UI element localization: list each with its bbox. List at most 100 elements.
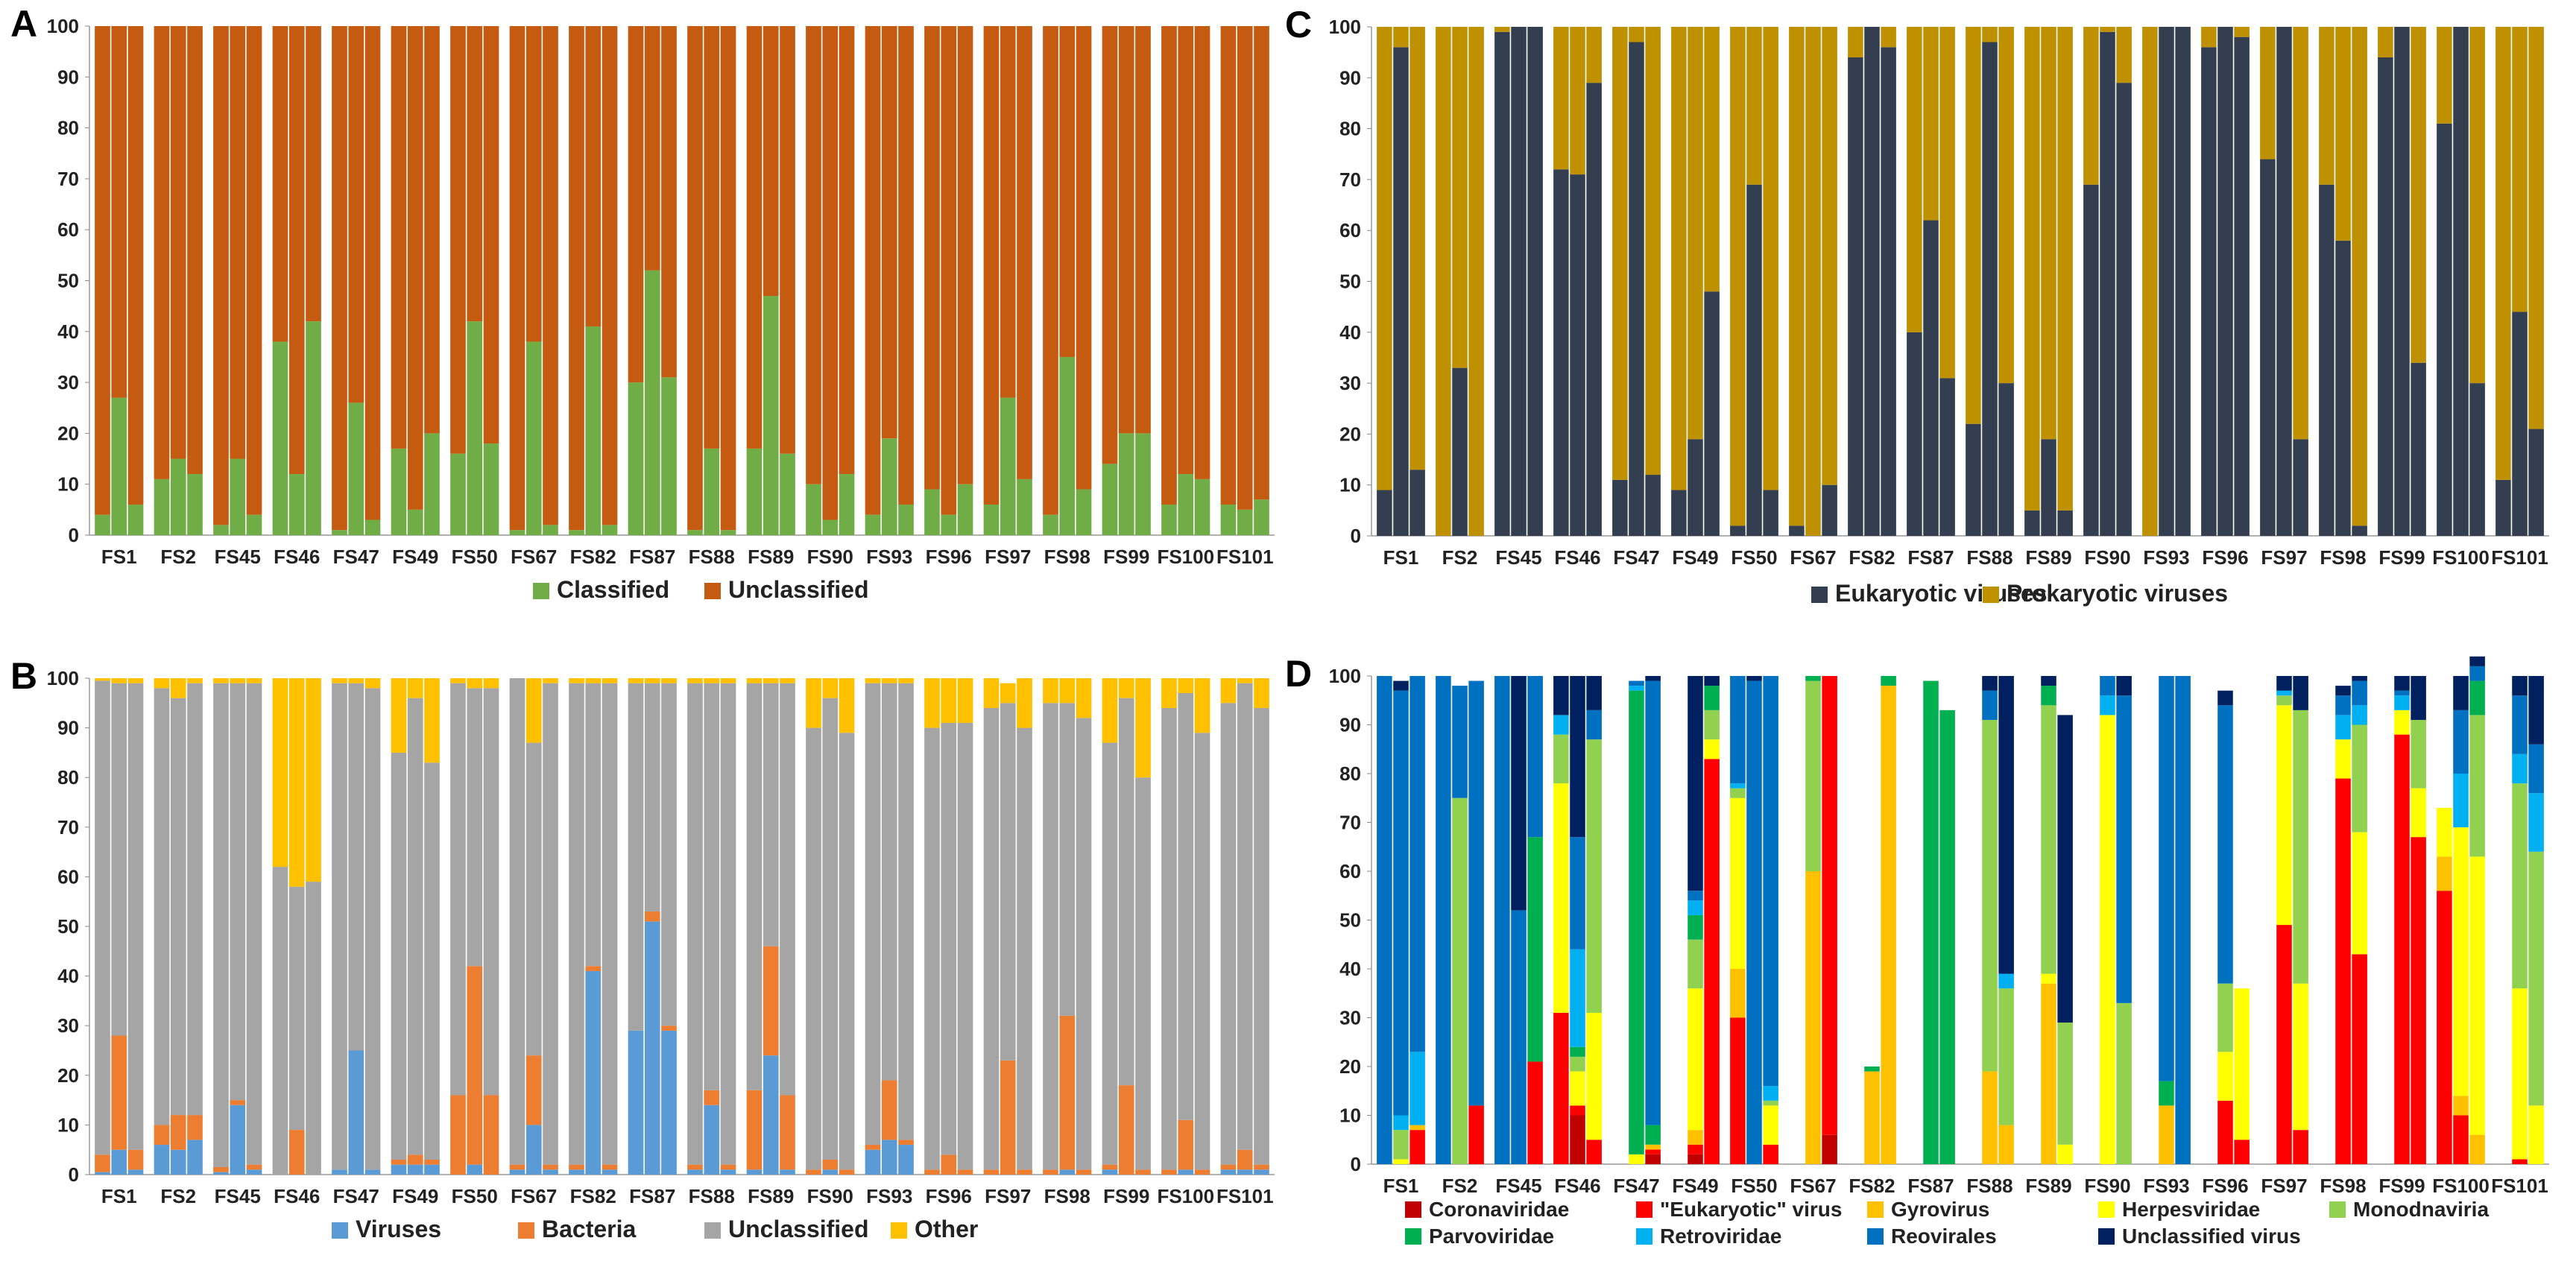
bar-segment-eukaryotic-virus <box>1570 1105 1585 1116</box>
bar-segment-monodnaviria <box>1998 988 2014 1125</box>
bar-segment-eukaryotic-viruses <box>1982 42 1998 537</box>
bar-segment-bacteria <box>602 1164 618 1170</box>
bar-segment-unclassified <box>898 683 914 1140</box>
bar-segment-unclassified <box>1118 698 1134 1086</box>
bar-segment-herpesviridae <box>2335 739 2351 779</box>
bar-segment-eukaryotic-viruses <box>2469 383 2485 536</box>
bar-segment-viruses <box>1102 1169 1118 1175</box>
legend-label-unclassified: Unclassified <box>728 1216 869 1242</box>
bar-segment-other <box>1043 678 1058 704</box>
legend-swatch-unclassified <box>704 1222 721 1239</box>
bar-segment-unclassified <box>704 26 720 449</box>
bar-segment-unclassified-virus <box>2469 656 2485 666</box>
bar-segment-other <box>127 678 144 683</box>
x-tick-label: FS1 <box>101 1185 137 1207</box>
bar-segment-unclassified-virus <box>1998 676 2014 974</box>
legend-label-bacteria: Bacteria <box>542 1216 637 1242</box>
bar-segment-eukaryotic-viruses <box>1998 383 2014 536</box>
bar-segment-eukaryotic-viruses <box>2116 83 2132 536</box>
bar-segment-bacteria <box>391 1160 407 1165</box>
bar-segment-bacteria <box>1118 1085 1134 1175</box>
bar-segment-prokaryotic-viruses <box>2201 27 2217 48</box>
bar-segment-eukaryotic-virus <box>2335 778 2351 1164</box>
bar-segment-classified <box>1000 397 1016 535</box>
bar-segment-unclassified <box>1043 703 1058 1170</box>
bar-segment-prokaryotic-viruses <box>1923 27 1939 221</box>
bar-segment-eukaryotic-viruses <box>2159 27 2174 536</box>
y-tick-label: 60 <box>57 865 79 888</box>
y-tick-label: 80 <box>1339 118 1361 140</box>
bar-segment-unclassified <box>780 26 795 454</box>
bar-segment-classified <box>1017 478 1032 535</box>
bar-segment-other <box>720 678 736 683</box>
bar-segment-viruses <box>746 1169 763 1175</box>
bar-segment-unclassified <box>348 683 364 1051</box>
bar-segment-other <box>1161 678 1177 708</box>
bar-segment-unclassified <box>246 683 262 1165</box>
bar-segment-unclassified <box>364 688 381 1170</box>
y-tick-label: 10 <box>1339 1105 1361 1127</box>
bar-segment-viruses <box>763 1055 779 1175</box>
bar-segment-other <box>246 678 262 683</box>
bar-segment-classified <box>1043 514 1058 535</box>
bar-segment-eukaryotic-viruses <box>1864 27 1880 536</box>
bar-segment-unclassified <box>1178 26 1194 475</box>
bar-segment-reovirales <box>1511 910 1527 1164</box>
bar-segment-eukaryotic-viruses <box>1939 378 1955 536</box>
y-tick-label: 30 <box>57 371 79 394</box>
bar-segment-bacteria <box>288 1130 305 1175</box>
bar-segment-unclassified <box>154 688 170 1125</box>
x-tick-label: FS100 <box>1157 546 1214 568</box>
bar-segment-eukaryotic-virus <box>2394 734 2410 1164</box>
x-tick-label: FS89 <box>748 1185 794 1207</box>
legend-swatch-eukaryotic-virus <box>1636 1201 1652 1218</box>
bar-segment-reovirales <box>2175 676 2191 1164</box>
bar-segment-eukaryotic-virus <box>1409 1130 1425 1164</box>
bar-segment-unclassified <box>246 26 262 515</box>
bar-segment-eukaryotic-viruses <box>1494 31 1510 536</box>
bar-segment-bacteria <box>1178 1119 1194 1170</box>
bar-segment-retroviridae <box>2512 753 2528 784</box>
legend-label-unclassified: Unclassified <box>728 576 869 603</box>
bar-segment-herpesviridae <box>2394 710 2410 735</box>
x-tick-label: FS87 <box>1907 546 1954 569</box>
bar-segment-eukaryotic-virus <box>1645 1149 1661 1154</box>
bar-segment-unclassified <box>1135 26 1151 434</box>
x-tick-label: FS99 <box>2378 546 2425 569</box>
bar-segment-classified <box>288 474 305 535</box>
bar-segment-prokaryotic-viruses <box>2411 27 2426 363</box>
x-tick-label: FS101 <box>1216 1185 1274 1207</box>
bar-segment-prokaryotic-viruses <box>2041 27 2056 440</box>
bar-segment-classified <box>1178 474 1194 535</box>
bar-segment-herpesviridae <box>1393 1159 1409 1164</box>
bar-segment-unclassified <box>1102 742 1118 1165</box>
bar-segment-classified <box>941 514 957 535</box>
bar-segment-classified <box>213 525 229 535</box>
bar-segment-eukaryotic-viruses <box>1923 220 1939 536</box>
bar-segment-prokaryotic-viruses <box>1763 27 1778 490</box>
bar-segment-prokaryotic-viruses <box>1494 27 1510 32</box>
bar-segment-unclassified <box>1254 707 1269 1165</box>
bar-segment-viruses <box>1059 1169 1076 1175</box>
bar-segment-monodnaviria <box>1452 797 1468 1164</box>
x-tick-label: FS47 <box>1613 546 1659 569</box>
bar-segment-unclassified <box>230 26 246 459</box>
bar-segment-viruses <box>865 1149 881 1175</box>
bar-segment-gyrovirus <box>2159 1105 2174 1164</box>
x-tick-label: FS49 <box>392 1185 438 1207</box>
x-tick-label: FS45 <box>1495 1175 1541 1197</box>
x-tick-label: FS50 <box>1731 1175 1777 1197</box>
legend-swatch-reovirales <box>1867 1228 1884 1245</box>
bar-segment-reovirales <box>1527 676 1543 838</box>
bar-segment-prokaryotic-viruses <box>1612 27 1628 480</box>
bar-segment-unclassified-virus <box>1688 676 1703 891</box>
bar-segment-unclassified <box>822 698 839 1160</box>
bar-segment-eukaryotic-virus <box>1763 1144 1778 1164</box>
x-tick-label: FS45 <box>215 546 261 568</box>
x-tick-label: FS97 <box>985 546 1031 568</box>
bar-segment-bacteria <box>170 1115 186 1150</box>
bar-segment-monodnaviria <box>1730 788 1746 798</box>
bar-segment-coronaviridae <box>1822 1134 1837 1164</box>
bar-segment-classified <box>154 478 170 535</box>
bar-segment-unclassified <box>822 26 839 520</box>
